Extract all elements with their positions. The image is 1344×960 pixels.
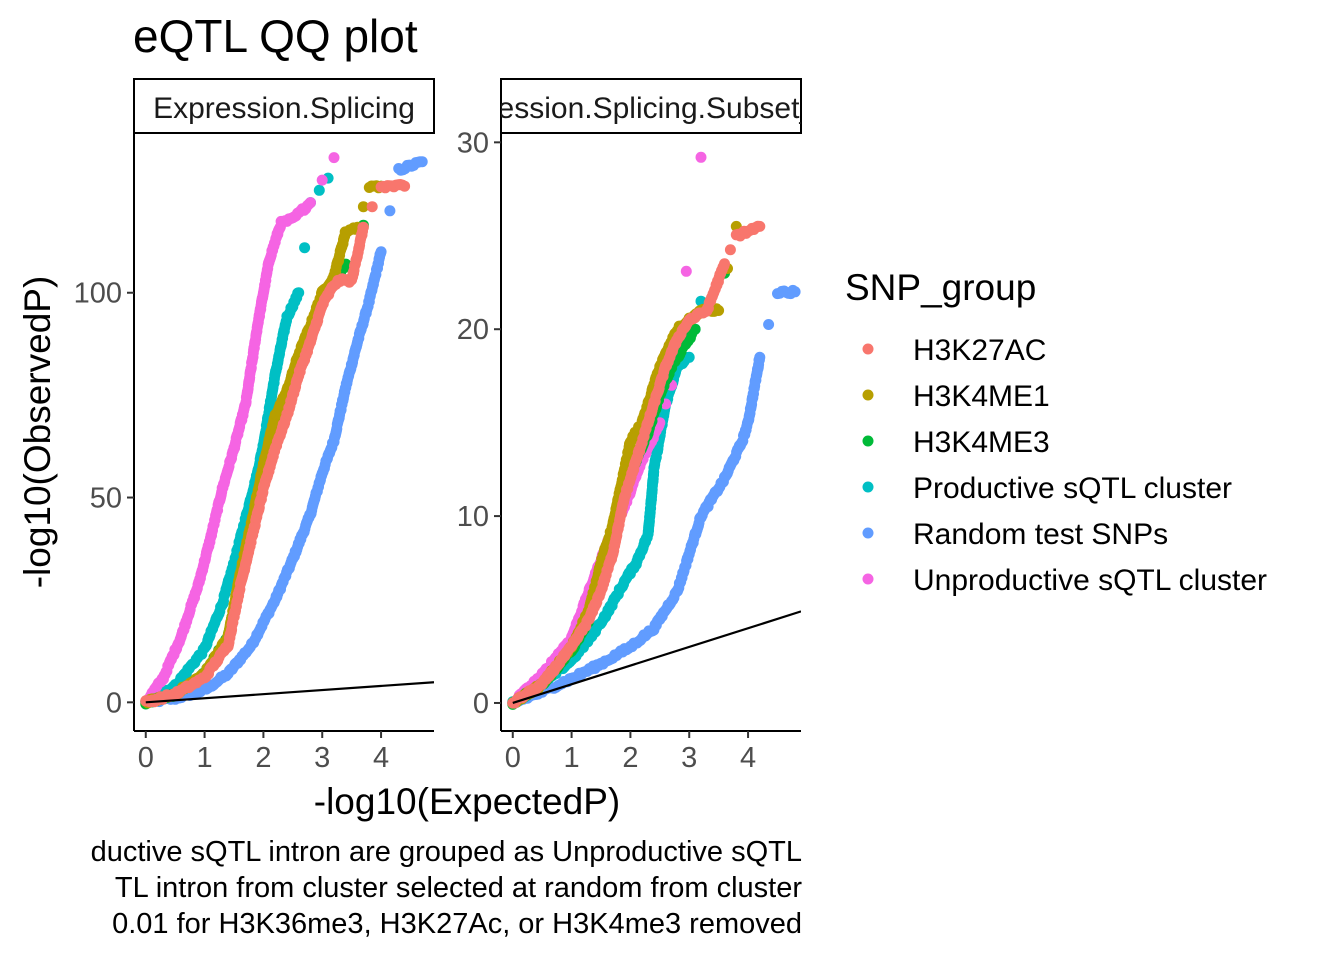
reference-line (512, 610, 801, 705)
point (399, 180, 411, 192)
legend-item-productive-sqtl-cluster: Productive sQTL cluster (862, 472, 1232, 505)
x-tick-label: 4 (373, 742, 389, 774)
legend-key (862, 527, 874, 539)
x-tick-label: 0 (138, 742, 154, 774)
legend-key (862, 343, 874, 355)
point (719, 258, 730, 270)
legend-key (862, 481, 874, 493)
point (366, 201, 378, 213)
point (763, 319, 775, 330)
point (328, 152, 340, 164)
y-tick-label: 30 (457, 127, 489, 159)
legend-title: SNP_group (845, 267, 1036, 308)
series-random-test-snps (507, 284, 801, 708)
plot-area (140, 152, 434, 710)
point (724, 244, 736, 256)
point (293, 287, 305, 299)
point (683, 351, 695, 363)
point (680, 265, 692, 277)
x-tick-label: 1 (197, 742, 213, 774)
legend-key (862, 573, 874, 585)
series-h3k4me1 (507, 220, 742, 709)
panel-expression-splicing-subset: 0 1 2 3 4 0 10 20 30 (457, 127, 801, 774)
point (689, 323, 701, 335)
point (754, 220, 766, 232)
point (305, 197, 316, 209)
plot-area (507, 151, 801, 710)
reference-line (145, 681, 434, 704)
y-tick-label: 20 (457, 314, 489, 346)
y-tick-label: 100 (74, 278, 122, 310)
legend-item-h3k4me3: H3K4ME3 (862, 426, 1050, 459)
legend-label: Random test SNPs (913, 518, 1168, 551)
panel-expression-splicing: 0 1 2 3 4 0 50 100 (74, 133, 434, 774)
x-tick-label: 2 (622, 742, 638, 774)
x-tick-label: 2 (255, 742, 271, 774)
y-tick-label: 10 (457, 501, 489, 533)
x-tick-label: 3 (314, 742, 330, 774)
y-tick-label: 0 (106, 687, 122, 719)
point (384, 205, 396, 217)
legend-key (862, 435, 874, 447)
point (416, 156, 428, 168)
y-tick-label: 0 (473, 688, 489, 720)
x-tick-label: 1 (564, 742, 580, 774)
series-h3k27ac (507, 220, 766, 709)
legend-label: H3K4ME1 (913, 380, 1050, 413)
caption-line-3: 0.01 for H3K36me3, H3K27Ac, or H3K4me3 r… (112, 908, 802, 940)
point (299, 242, 311, 254)
facet-strip-1: Expression.Splicing (133, 78, 435, 134)
point (357, 201, 369, 213)
facet-label-2: Expression.Splicing.Subset_YRI (436, 92, 866, 125)
legend-item-h3k27ac: H3K27AC (862, 334, 1046, 367)
legend-label: Unproductive sQTL cluster (913, 564, 1267, 597)
legend-item-random-test-snps: Random test SNPs (862, 518, 1168, 551)
legend-key (862, 389, 874, 401)
chart-title: eQTL QQ plot (133, 10, 418, 62)
point (789, 286, 801, 298)
point (375, 246, 387, 258)
x-tick-label: 0 (505, 742, 521, 774)
legend-label: H3K27AC (913, 334, 1046, 367)
point (357, 221, 369, 233)
series-unproductive-sqtl-cluster (507, 151, 707, 709)
caption-line-2: TL intron from cluster selected at rando… (114, 872, 802, 904)
point (313, 184, 325, 196)
x-tick-label: 3 (681, 742, 697, 774)
point (713, 305, 725, 316)
legend: SNP_group H3K27AC H3K4ME1 H3K4ME3 Productiv… (845, 267, 1267, 597)
x-tick-label: 4 (740, 742, 756, 774)
legend-label: Productive sQTL cluster (913, 472, 1232, 505)
y-tick-label: 50 (90, 483, 122, 515)
legend-label: H3K4ME3 (913, 426, 1050, 459)
point (754, 351, 766, 363)
series-h3k27ac (140, 179, 411, 708)
point (316, 174, 328, 186)
series-unproductive-sqtl-cluster (140, 152, 340, 709)
y-axis-title: -log10(ObservedP) (17, 276, 58, 589)
caption-line-1: ductive sQTL intron are grouped as Unpro… (90, 836, 802, 868)
legend-item-unproductive-sqtl-cluster: Unproductive sQTL cluster (862, 564, 1267, 597)
facet-strip-2: Expression.Splicing.Subset_YRI (436, 78, 866, 134)
facet-label-1: Expression.Splicing (153, 92, 415, 125)
point (695, 151, 707, 163)
legend-item-h3k4me1: H3K4ME1 (862, 380, 1050, 413)
x-axis-title: -log10(ExpectedP) (314, 781, 620, 822)
